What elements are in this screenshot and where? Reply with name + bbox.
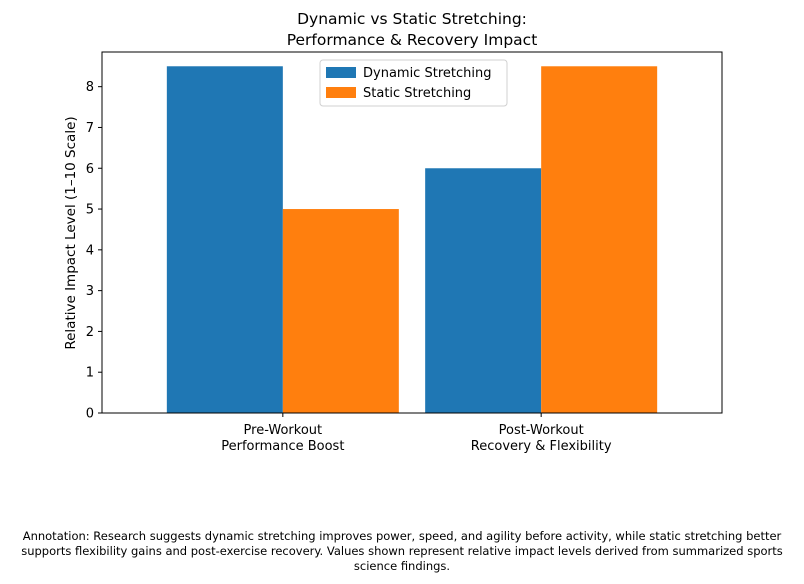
y-tick-label-7: 7	[86, 121, 94, 136]
legend-label-0: Dynamic Stretching	[363, 66, 491, 81]
y-tick-label-3: 3	[86, 284, 94, 299]
bar-static-stretching-1	[541, 66, 658, 414]
annotation-text: Annotation: Research suggests dynamic st…	[21, 529, 783, 573]
legend-label-1: Static Stretching	[363, 86, 471, 101]
plot-frame	[101, 51, 723, 414]
legend-frame	[319, 59, 508, 107]
legend-swatch-1	[326, 87, 356, 98]
y-tick-label-1: 1	[86, 366, 94, 381]
bar-dynamic-stretching-0	[166, 66, 283, 414]
bar-dynamic-stretching-1	[425, 168, 542, 413]
bars-layer	[166, 66, 658, 414]
y-tick-label-2: 2	[86, 325, 94, 340]
y-tick-label-8: 8	[86, 80, 94, 95]
y-tick-label-4: 4	[86, 243, 94, 258]
y-tick-label-6: 6	[86, 162, 94, 177]
y-axis-label: Relative Impact Level (1–10 Scale)	[63, 116, 79, 349]
x-tick-label-1-0: Post-Workout	[499, 423, 584, 438]
legend: Dynamic Stretching Static Stretching	[319, 59, 508, 107]
x-tick-label-1-1: Recovery & Flexibility	[471, 439, 612, 454]
x-tick-label-0-0: Pre-Workout	[244, 423, 323, 438]
chart-title-line-1: Dynamic vs Static Stretching:	[297, 10, 527, 28]
chart-title-line-2: Performance & Recovery Impact	[287, 31, 538, 49]
bar-static-stretching-0	[282, 209, 399, 413]
legend-swatch-0	[326, 67, 356, 78]
x-tick-label-0-1: Performance Boost	[221, 439, 344, 454]
y-tick-label-0: 0	[86, 407, 94, 422]
y-tick-label-5: 5	[86, 203, 94, 218]
